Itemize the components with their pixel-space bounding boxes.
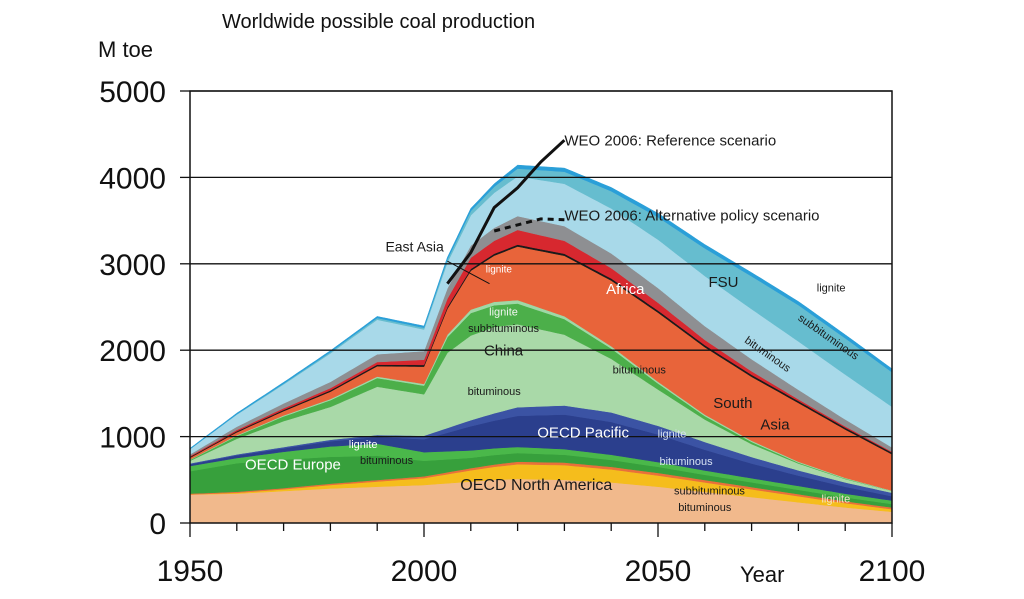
- annotation-label: OECD North America: [460, 477, 612, 494]
- annotation-label: Africa: [606, 281, 645, 298]
- scenario-line-dashed: [493, 217, 565, 233]
- y-tick-label: 0: [149, 508, 166, 541]
- x-tick-label: 1950: [157, 555, 224, 588]
- annotation-label: WEO 2006: Alternative policy scenario: [564, 208, 819, 225]
- y-tick-label: 2000: [99, 335, 166, 368]
- y-tick-label: 1000: [99, 422, 166, 455]
- plot-border: [189, 90, 893, 524]
- annotation-label: OECD Pacific: [537, 424, 629, 441]
- annotation-label: bituminous: [468, 386, 522, 398]
- annotation-label: FSU: [709, 274, 739, 291]
- annotation-label: bituminous: [613, 365, 667, 377]
- x-axis-label: Year: [740, 562, 784, 587]
- scenario-line-solid: [446, 139, 566, 285]
- annotation-label: lignite: [821, 493, 850, 505]
- annotation-label: lignite: [817, 282, 846, 294]
- x-tick-label: 2100: [859, 555, 926, 588]
- scenario-lines: [446, 139, 566, 285]
- annotation-label: bituminous: [659, 456, 713, 468]
- annotation-label: South: [713, 395, 752, 412]
- annotation-label: lignite: [658, 428, 687, 440]
- plot-frame: [180, 90, 893, 537]
- annotation-label: WEO 2006: Reference scenario: [564, 132, 776, 149]
- x-tick-label: 2050: [625, 555, 692, 588]
- x-tick-labels: 1950 2000 2050 2100: [157, 555, 926, 588]
- annotation-label: lignite: [349, 439, 378, 451]
- annotation-label: Asia: [760, 417, 790, 434]
- y-tick-label: 3000: [99, 249, 166, 282]
- annotation-label: bituminous: [678, 502, 732, 514]
- y-tick-label: 4000: [99, 162, 166, 195]
- annotation-label: OECD Europe: [245, 456, 341, 473]
- annotation-label: lignite: [486, 264, 513, 275]
- east-asia-leader-line: [447, 260, 490, 285]
- annotation-label: subbituminous: [468, 323, 539, 335]
- chart-title: Worldwide possible coal production: [222, 11, 535, 33]
- y-tick-label: 5000: [99, 76, 166, 109]
- annotation-label: East Asia: [385, 239, 444, 255]
- annotation-label: lignite: [489, 307, 518, 319]
- annotation-label: China: [484, 342, 524, 359]
- annotation-label: bituminous: [360, 455, 414, 467]
- x-tick-label: 2000: [391, 555, 458, 588]
- annotation-label: subbituminous: [674, 485, 745, 497]
- y-axis-label: M toe: [98, 37, 153, 62]
- area-annotations: OECD North America subbituminous bituminou…: [245, 132, 861, 513]
- y-tick-labels: 0 1000 2000 3000 4000 5000: [99, 76, 166, 541]
